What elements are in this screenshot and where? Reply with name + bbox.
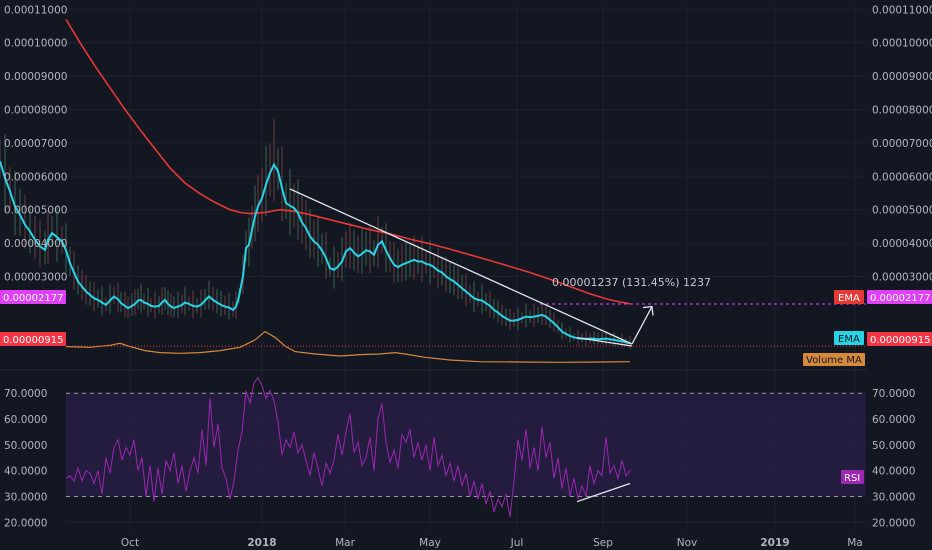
- time-tick: May: [419, 537, 441, 549]
- left-price-tick: 0.00010000: [4, 38, 67, 50]
- time-tick: Sep: [593, 537, 613, 549]
- left-rsi-tick: 30.0000: [4, 491, 47, 503]
- right-price-tick: 0.00006000: [872, 171, 932, 183]
- time-tick: Nov: [677, 537, 698, 549]
- ema-short-label: EMA: [838, 334, 860, 345]
- left-price-tick: 0.00011000: [4, 4, 67, 16]
- right-price-tick: 0.00009000: [872, 71, 932, 83]
- left-price-tick: 0.00006000: [4, 171, 67, 183]
- rsi-line: [65, 376, 631, 518]
- projection-arrow[interactable]: [631, 306, 653, 345]
- time-tick: Ma: [847, 537, 863, 549]
- left-price-tick: 0.00007000: [4, 138, 67, 150]
- volume-ma-label: Volume MA: [806, 355, 862, 366]
- rsi-pane[interactable]: [65, 376, 866, 518]
- left-price-tick: 0.00005000: [4, 205, 67, 217]
- time-tick: Jul: [510, 537, 524, 549]
- right-price-tick: 0.00010000: [872, 38, 932, 50]
- right-price-tick: 0.00007000: [872, 138, 932, 150]
- rsi-label: RSI: [844, 473, 860, 484]
- right-rsi-tick: 60.0000: [872, 414, 915, 426]
- left-rsi-tick: 70.0000: [4, 388, 47, 400]
- left-rsi-tick: 20.0000: [4, 517, 47, 529]
- ema-short-line: [0, 161, 631, 345]
- upper-trendline[interactable]: [289, 188, 633, 345]
- left-price-tick: 0.00004000: [4, 238, 67, 250]
- left-price-axis[interactable]: 0.00011000 0.00010000 0.00009000 0.00008000…: [4, 4, 67, 283]
- rsi-tag: RSI: [841, 470, 864, 484]
- left-price-tick: 0.00009000: [4, 71, 67, 83]
- projection-arrow-head: [642, 305, 654, 316]
- time-axis[interactable]: Oct 2018 Mar May Jul Sep Nov 2019 Ma: [121, 537, 863, 549]
- ema-long-left-value: 0.00002177: [3, 293, 63, 304]
- ema-short-right-label: EMA: [834, 331, 864, 345]
- right-rsi-tick: 70.0000: [872, 388, 915, 400]
- right-rsi-tick: 40.0000: [872, 466, 915, 478]
- price-pane[interactable]: 0.00001237 (131.45%) 1237: [0, 18, 866, 363]
- rsi-band: [66, 393, 866, 497]
- ema-long-line: [65, 18, 631, 305]
- measure-annotation: 0.00001237 (131.45%) 1237: [552, 276, 711, 289]
- price-right-tag: 0.00000915: [867, 332, 932, 346]
- right-price-axis[interactable]: 0.00011000 0.00010000 0.00009000 0.00008000…: [872, 4, 932, 283]
- time-tick: 2018: [247, 537, 276, 549]
- time-tick: Mar: [335, 537, 355, 549]
- left-price-tick: 0.00008000: [4, 105, 67, 117]
- price-right-value: 0.00000915: [870, 335, 930, 346]
- right-price-tick: 0.00003000: [872, 271, 932, 283]
- lower-trendline[interactable]: [576, 336, 633, 347]
- left-rsi-tick: 50.0000: [4, 440, 47, 452]
- volume-ma-tag: Volume MA: [803, 353, 865, 366]
- time-tick: 2019: [760, 537, 789, 549]
- ema-long-right-value: 0.00002177: [870, 293, 930, 304]
- right-rsi-tick: 20.0000: [872, 517, 915, 529]
- ema-long-left-tag: 0.00002177: [0, 290, 66, 304]
- left-rsi-tick: 40.0000: [4, 466, 47, 478]
- ema-long-right-tag: 0.00002177: [867, 290, 932, 304]
- ema-long-right-label: EMA: [834, 290, 864, 304]
- left-price-tick: 0.00003000: [4, 271, 67, 283]
- right-price-tick: 0.00011000: [872, 4, 932, 16]
- right-rsi-tick: 30.0000: [872, 491, 915, 503]
- price-left-value: 0.00000915: [3, 335, 63, 346]
- time-tick: Oct: [121, 537, 139, 549]
- rsi-trendline[interactable]: [576, 482, 631, 503]
- right-price-tick: 0.00004000: [872, 238, 932, 250]
- left-rsi-tick: 60.0000: [4, 414, 47, 426]
- right-rsi-tick: 50.0000: [872, 440, 915, 452]
- right-rsi-axis[interactable]: 70.0000 60.0000 50.0000 40.0000 30.0000 20.00…: [872, 388, 915, 529]
- left-rsi-axis[interactable]: 70.0000 60.0000 50.0000 40.0000 30.0000 20.00…: [4, 388, 47, 529]
- right-price-tick: 0.00005000: [872, 205, 932, 217]
- ema-long-label: EMA: [838, 293, 860, 304]
- price-left-tag: 0.00000915: [0, 332, 66, 346]
- right-price-tick: 0.00008000: [872, 105, 932, 117]
